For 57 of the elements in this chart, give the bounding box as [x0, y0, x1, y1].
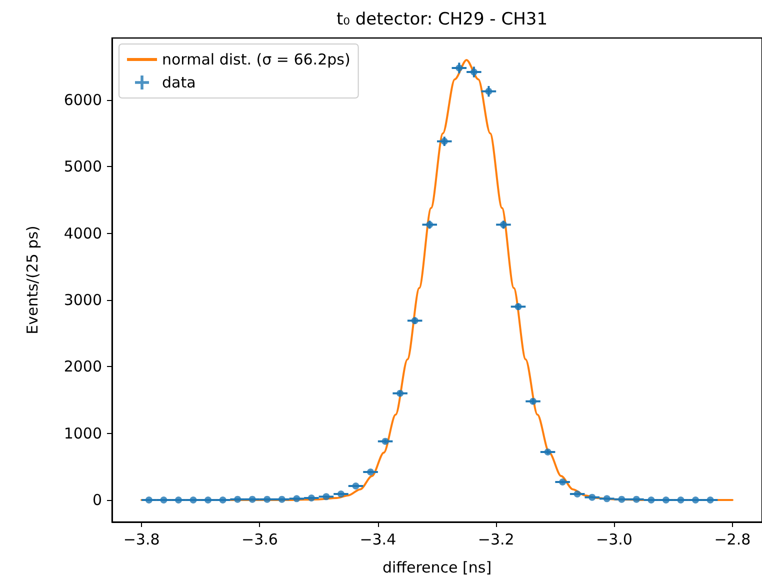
point: [219, 496, 226, 504]
point: [382, 438, 389, 445]
point: [367, 468, 374, 476]
point: [514, 303, 522, 310]
point: [648, 496, 655, 504]
point: [588, 494, 596, 501]
point: [396, 390, 404, 397]
point: [618, 496, 626, 503]
point: [248, 496, 256, 503]
legend-label: normal dist. (σ = 66.2ps): [162, 50, 350, 68]
chart-title: t₀ detector: CH29 - CH31: [336, 10, 548, 30]
point: [278, 496, 286, 503]
point: [470, 68, 478, 76]
point: [440, 138, 448, 145]
point: [322, 493, 330, 500]
point: [530, 398, 537, 405]
point: [677, 496, 684, 504]
point: [706, 496, 714, 504]
point: [160, 496, 168, 504]
point: [234, 496, 242, 503]
point: [485, 88, 492, 95]
y-tick-label: 4000: [64, 224, 102, 242]
x-tick-label: −2.8: [714, 530, 751, 548]
point: [426, 221, 434, 228]
point: [574, 490, 581, 498]
x-tick-label: −3.6: [242, 530, 278, 548]
point: [692, 496, 700, 504]
point: [603, 495, 610, 502]
point: [411, 317, 418, 324]
point: [264, 496, 271, 503]
legend-label: data: [162, 74, 196, 92]
point: [662, 496, 670, 504]
x-tick-label: −3.2: [478, 530, 514, 548]
point: [544, 448, 552, 456]
y-tick-label: 2000: [64, 358, 102, 376]
point: [559, 478, 566, 486]
point: [145, 496, 152, 504]
point: [456, 64, 463, 72]
point: [308, 494, 315, 502]
point: [293, 495, 300, 502]
y-axis-title: Events/(25 ps): [24, 226, 42, 334]
point: [632, 496, 640, 503]
x-tick-label: −3.4: [360, 530, 396, 548]
point: [174, 496, 182, 504]
x-tick-label: −3.0: [596, 530, 632, 548]
point: [337, 490, 344, 498]
point: [352, 482, 360, 490]
y-tick-label: 3000: [64, 291, 102, 309]
point: [204, 496, 212, 504]
y-tick-label: 6000: [64, 91, 102, 109]
point: [500, 221, 507, 228]
x-tick-label: −3.8: [123, 530, 160, 548]
y-tick-label: 0: [92, 491, 102, 509]
x-axis-title: difference [ns]: [382, 558, 492, 576]
point: [190, 496, 197, 504]
y-tick-label: 5000: [64, 158, 102, 176]
y-tick-label: 1000: [64, 424, 102, 442]
